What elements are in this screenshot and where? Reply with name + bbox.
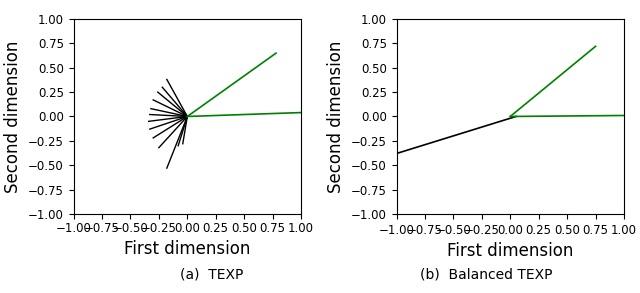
- Text: (b)  Balanced TEXP: (b) Balanced TEXP: [420, 267, 553, 281]
- Text: (a)  TEXP: (a) TEXP: [179, 267, 243, 281]
- Y-axis label: Second dimension: Second dimension: [328, 40, 346, 193]
- X-axis label: First dimension: First dimension: [124, 240, 250, 258]
- Y-axis label: Second dimension: Second dimension: [4, 40, 22, 193]
- X-axis label: First dimension: First dimension: [447, 242, 573, 260]
